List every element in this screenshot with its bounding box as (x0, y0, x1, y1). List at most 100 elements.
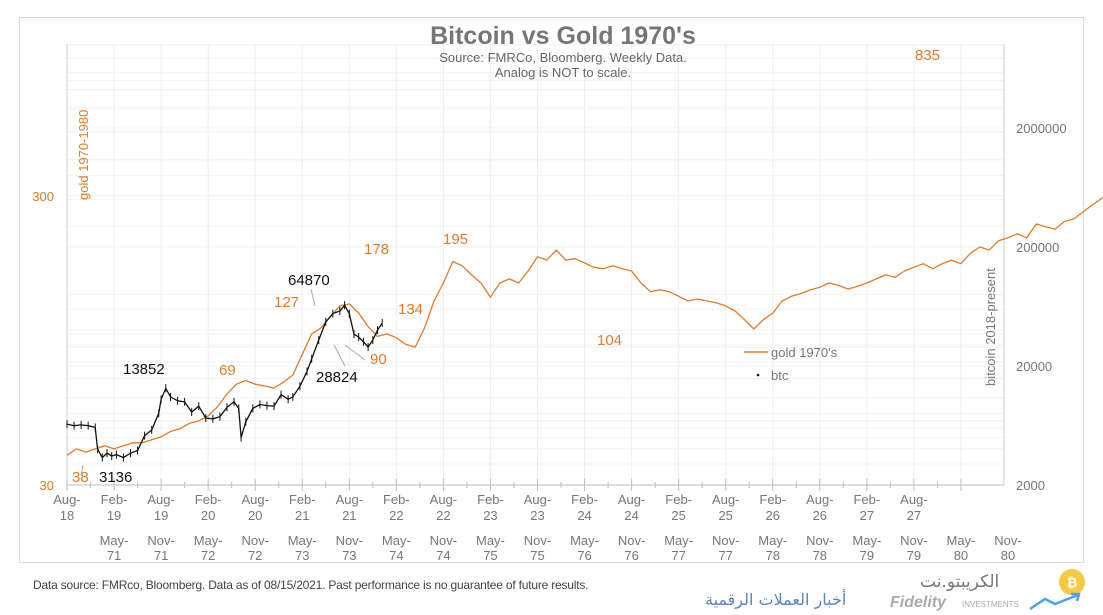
x-tick-btc-year: 19 (107, 508, 121, 523)
x-tick-gold-year: 75 (483, 548, 497, 563)
btc-annotation-13852: 13852 (123, 361, 165, 378)
x-tick-gold-label: May- (194, 533, 223, 548)
gold-annotation-104: 104 (597, 332, 622, 349)
gold-annotation-69: 69 (219, 362, 236, 379)
x-tick-btc-year: 21 (295, 508, 309, 523)
right-tick-2000: 2000 (1016, 478, 1045, 493)
x-tick-gold-year: 76 (624, 548, 638, 563)
x-tick-btc-year: 25 (718, 508, 732, 523)
x-tick-btc-label: Feb- (477, 492, 504, 507)
x-tick-gold-label: Nov- (618, 533, 645, 548)
x-tick-btc-label: Feb- (571, 492, 598, 507)
x-tick-gold-year: 74 (436, 548, 450, 563)
x-tick-gold-year: 76 (577, 548, 591, 563)
chart-frame (19, 17, 1084, 563)
x-tick-btc-year: 19 (154, 508, 168, 523)
x-tick-gold-label: Nov- (524, 533, 551, 548)
gold-annotation-90: 90 (370, 351, 387, 368)
x-tick-btc-year: 25 (671, 508, 685, 523)
x-tick-gold-year: 71 (107, 548, 121, 563)
annotation-leader-line (310, 288, 316, 307)
gold-annotation-127: 127 (274, 294, 299, 311)
legend-gold-label: gold 1970's (771, 345, 838, 360)
x-tick-btc-year: 24 (624, 508, 638, 523)
chart-subtitle-1: Source: FMRCo, Bloomberg. Weekly Data. (439, 50, 687, 65)
x-tick-gold-label: May- (100, 533, 129, 548)
x-tick-btc-label: Feb- (195, 492, 222, 507)
x-tick-gold-label: Nov- (806, 533, 833, 548)
x-tick-btc-label: Feb- (383, 492, 410, 507)
x-tick-gold-year: 80 (1001, 548, 1015, 563)
x-tick-gold-year: 74 (389, 548, 403, 563)
left-tick-300: 300 (32, 189, 54, 204)
x-tick-btc-year: 26 (766, 508, 780, 523)
btc-annotation-64870: 64870 (288, 272, 330, 289)
x-tick-btc-year: 23 (483, 508, 497, 523)
gold-series-line (66, 197, 1103, 456)
x-tick-gold-label: Nov- (994, 533, 1021, 548)
right-tick-200000: 200000 (1016, 240, 1059, 255)
footer-disclaimer: Data source: FMRco, Bloomberg. Data as o… (33, 578, 589, 592)
x-tick-btc-label: Feb- (759, 492, 786, 507)
x-tick-btc-label: Aug- (712, 492, 739, 507)
x-tick-gold-label: May- (664, 533, 693, 548)
gold-annotation-835: 835 (915, 47, 940, 64)
left-axis-label: gold 1970-1980 (76, 110, 91, 200)
x-tick-gold-label: May- (382, 533, 411, 548)
x-tick-gold-label: May- (476, 533, 505, 548)
btc-series-line (66, 304, 383, 459)
legend-btc-marker (756, 373, 760, 377)
x-tick-gold-label: May- (570, 533, 599, 548)
grid (66, 44, 1004, 486)
right-tick-2000000: 2000000 (1016, 121, 1067, 136)
x-tick-btc-year: 26 (813, 508, 827, 523)
btc-annotation-28824: 28824 (316, 369, 358, 386)
x-tick-btc-year: 20 (201, 508, 215, 523)
x-tick-btc-label: Feb- (665, 492, 692, 507)
x-tick-gold-label: Nov- (900, 533, 927, 548)
x-tick-gold-label: May- (758, 533, 787, 548)
chart-subtitle-2: Analog is NOT to scale. (495, 65, 631, 80)
x-tick-gold-label: May- (288, 533, 317, 548)
x-tick-gold-label: Nov- (336, 533, 363, 548)
left-tick-30: 30 (40, 478, 54, 493)
x-tick-btc-year: 27 (907, 508, 921, 523)
gold-annotation-38: 38 (72, 469, 89, 486)
x-tick-gold-label: Nov- (147, 533, 174, 548)
x-tick-btc-label: Feb- (289, 492, 316, 507)
x-tick-btc-label: Aug- (53, 492, 80, 507)
x-tick-gold-label: Nov- (430, 533, 457, 548)
x-tick-btc-year: 21 (342, 508, 356, 523)
annotation-leader-line (80, 464, 84, 477)
x-tick-btc-year: 18 (60, 508, 74, 523)
x-tick-btc-label: Aug- (900, 492, 927, 507)
x-tick-btc-label: Aug- (806, 492, 833, 507)
btc-annotation-3136: 3136 (99, 469, 132, 486)
x-tick-gold-year: 79 (860, 548, 874, 563)
annotation-leader-line (333, 344, 346, 367)
x-tick-btc-label: Aug- (618, 492, 645, 507)
x-tick-gold-label: Nov- (241, 533, 268, 548)
x-tick-btc-label: Aug- (524, 492, 551, 507)
x-tick-btc-year: 20 (248, 508, 262, 523)
axes: 303002000200002000002000000Aug-18Feb-19A… (32, 44, 1067, 563)
x-tick-btc-year: 22 (389, 508, 403, 523)
x-tick-gold-label: Nov- (712, 533, 739, 548)
right-tick-20000: 20000 (1016, 359, 1052, 374)
legend-btc-label: btc (771, 368, 789, 383)
x-tick-gold-year: 72 (201, 548, 215, 563)
x-tick-btc-year: 22 (436, 508, 450, 523)
x-tick-btc-label: Feb- (853, 492, 880, 507)
x-tick-gold-year: 77 (718, 548, 732, 563)
x-tick-gold-year: 75 (530, 548, 544, 563)
x-tick-gold-year: 78 (813, 548, 827, 563)
x-tick-btc-label: Aug- (430, 492, 457, 507)
x-tick-btc-label: Feb- (101, 492, 128, 507)
right-axis-label: bitcoin 2018-present (983, 268, 998, 386)
x-tick-gold-year: 71 (154, 548, 168, 563)
x-tick-gold-year: 79 (907, 548, 921, 563)
legend: gold 1970's btc (744, 345, 838, 383)
x-tick-btc-year: 23 (530, 508, 544, 523)
annotations: 38 69 127 90 178 134 195 104 835 3136 13852 64870 28… (72, 47, 940, 486)
